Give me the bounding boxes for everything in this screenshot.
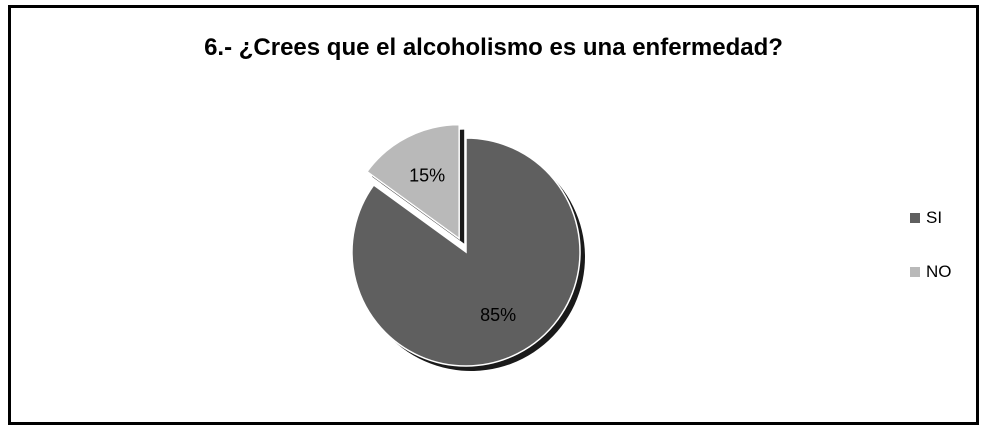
- chart-title: 6.- ¿Crees que el alcoholismo es una enf…: [204, 34, 783, 61]
- legend-label-no: NO: [926, 262, 952, 281]
- legend-swatch-no: [910, 267, 920, 277]
- legend-swatch-si: [910, 213, 920, 223]
- legend-item-no: NO: [910, 262, 952, 282]
- legend-item-si: SI: [910, 208, 942, 228]
- pie-slice-no: [365, 123, 460, 241]
- pie-slice-si: [351, 137, 581, 367]
- data-label-no: 15%: [409, 166, 445, 186]
- legend-label-si: SI: [926, 208, 943, 227]
- pie-chart: 85% 15%: [351, 123, 585, 371]
- data-label-si: 85%: [480, 305, 516, 325]
